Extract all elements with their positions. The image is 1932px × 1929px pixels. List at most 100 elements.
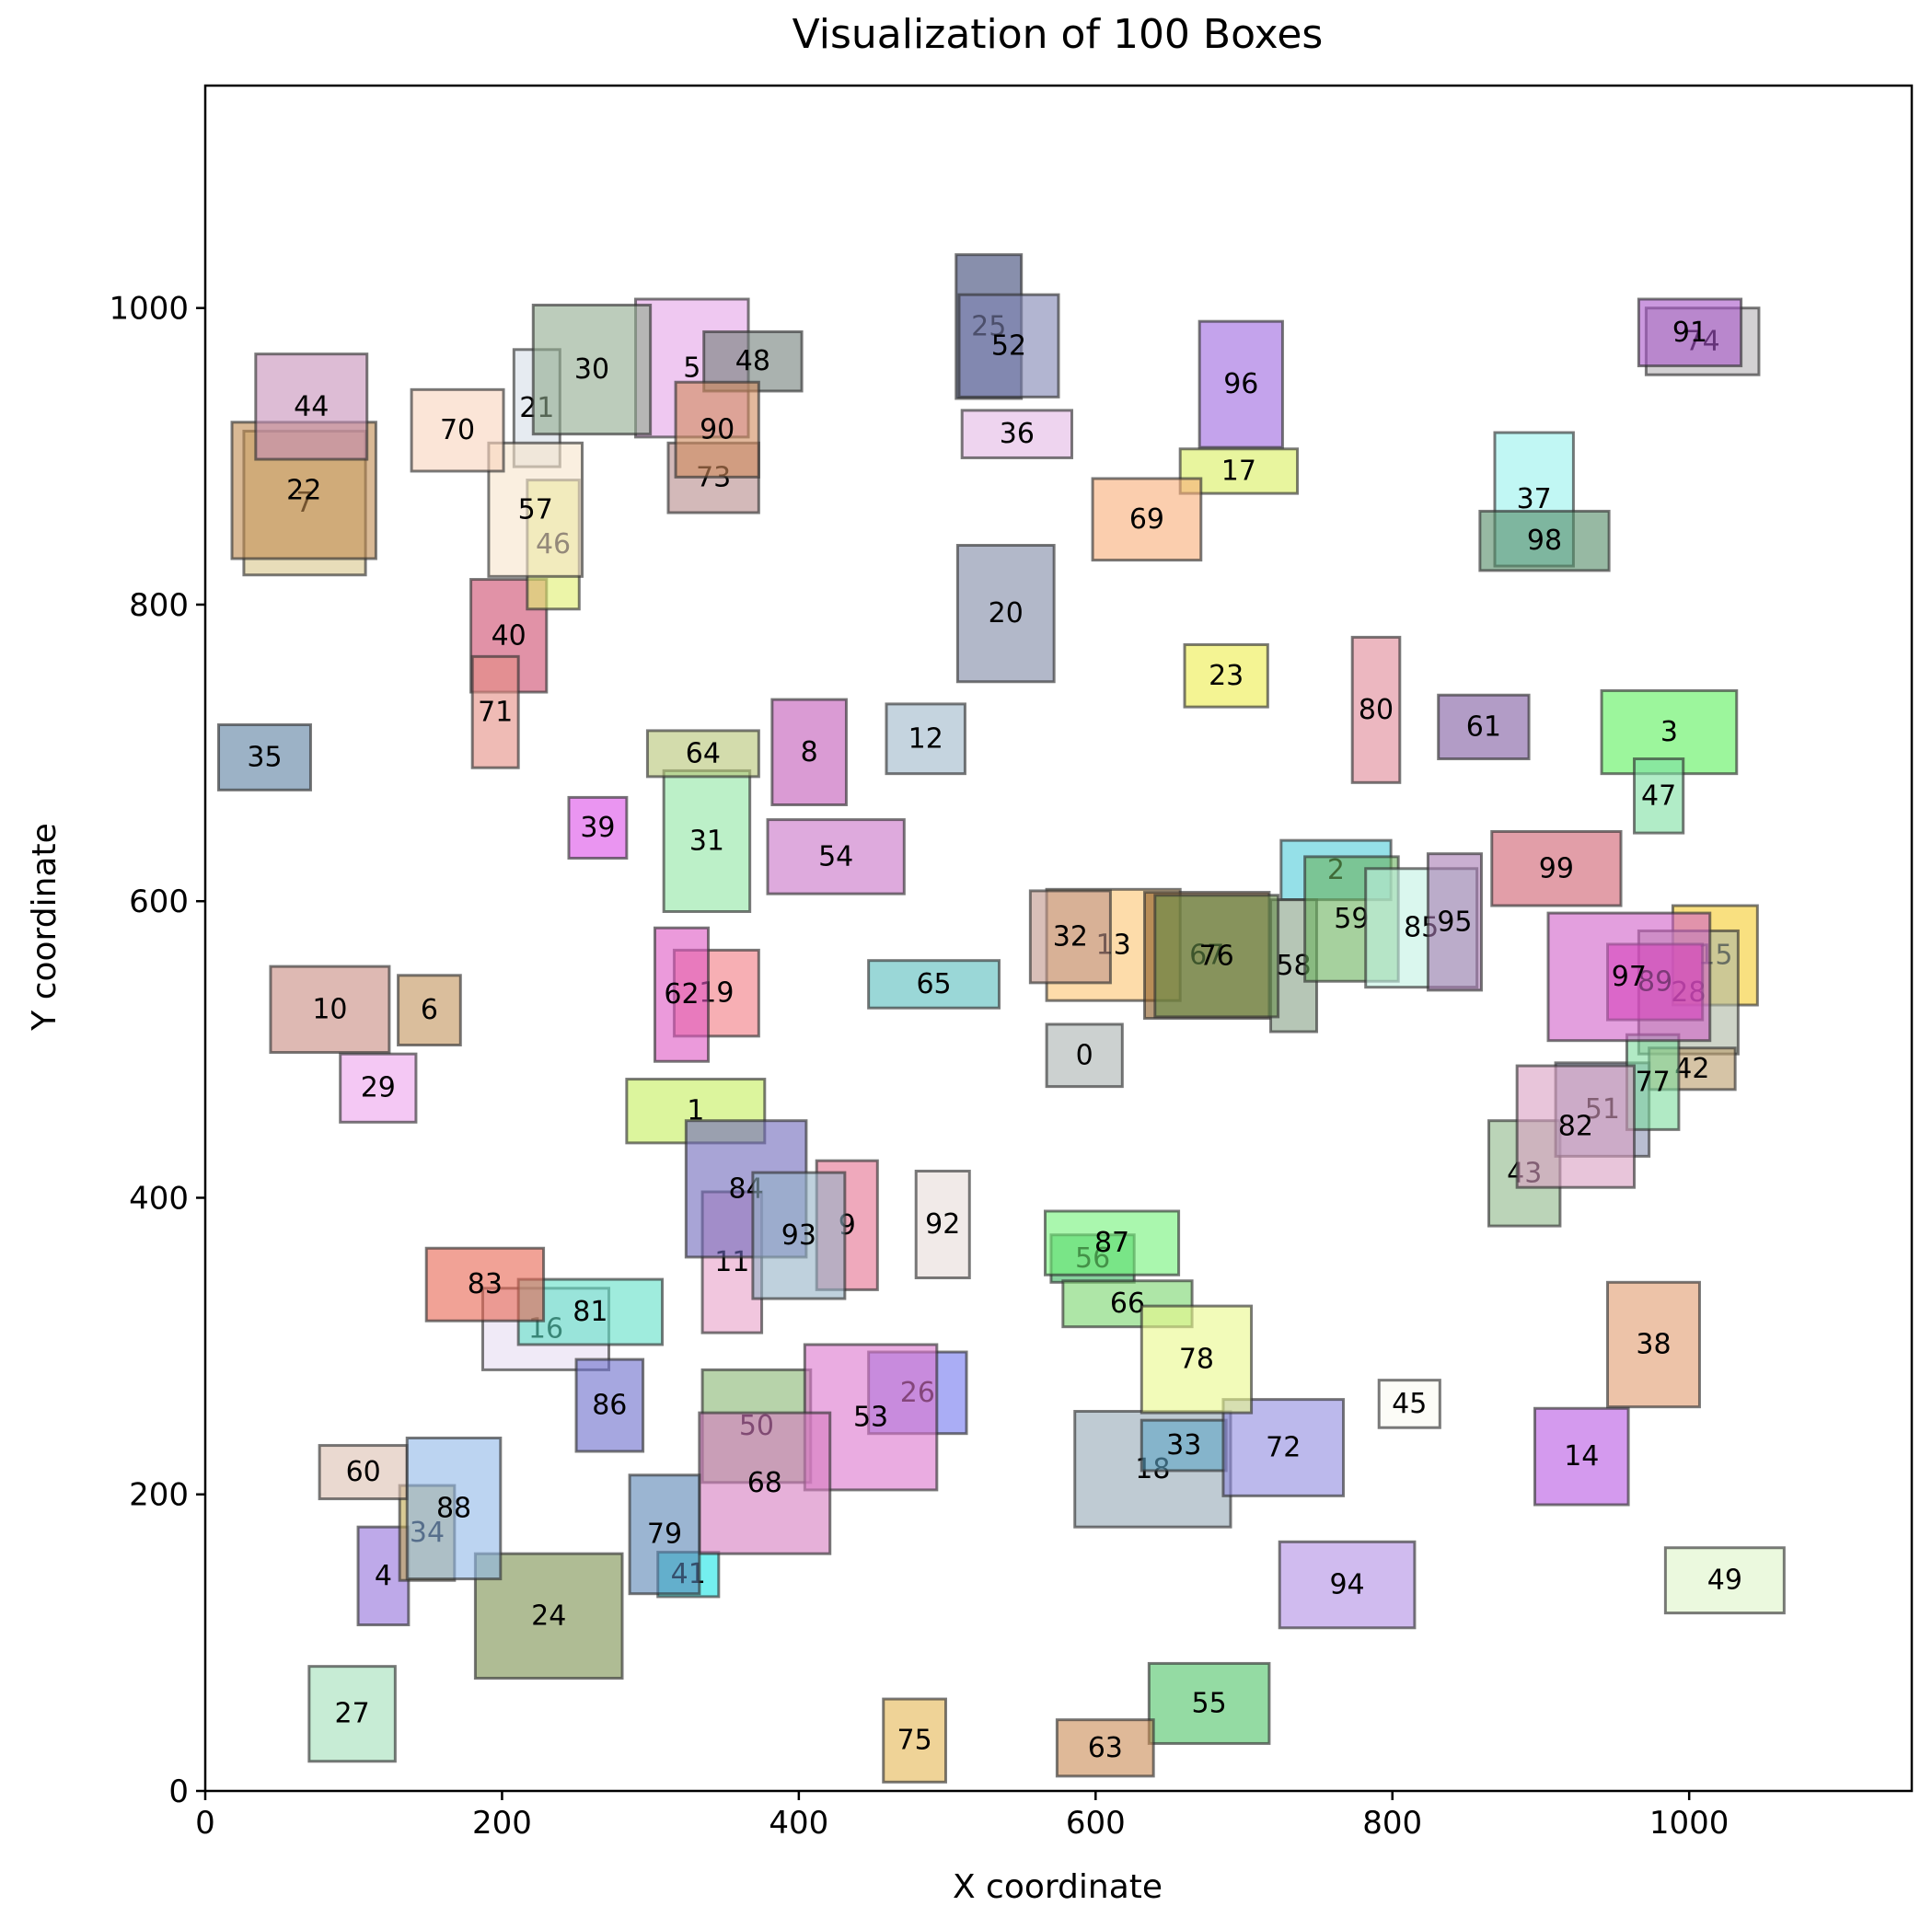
box-rect-93 <box>751 1171 847 1300</box>
box-rect-69 <box>1091 477 1203 562</box>
box-76: 76 <box>1153 894 1280 1019</box>
box-38: 38 <box>1606 1280 1701 1409</box>
box-98: 98 <box>1478 509 1611 572</box>
box-61: 61 <box>1437 693 1531 761</box>
box-68: 68 <box>698 1411 832 1555</box>
box-rect-33 <box>1140 1418 1228 1473</box>
box-12: 12 <box>885 702 966 776</box>
box-14: 14 <box>1533 1406 1630 1507</box>
box-rect-97 <box>1546 911 1712 1043</box>
box-label-90: 90 <box>700 413 735 445</box>
box-rect-76 <box>1153 894 1280 1019</box>
y-tick-label: 1000 <box>109 291 189 328</box>
box-rect-70 <box>410 387 505 473</box>
box-94: 94 <box>1278 1540 1417 1630</box>
box-rect-71 <box>470 654 520 769</box>
box-label-71: 71 <box>478 696 513 728</box>
box-rect-88 <box>405 1437 503 1581</box>
box-label-12: 12 <box>908 722 943 755</box>
box-86: 86 <box>574 1357 645 1453</box>
box-label-24: 24 <box>531 1600 566 1632</box>
box-label-33: 33 <box>1166 1429 1201 1461</box>
x-tick-label: 400 <box>769 1805 828 1842</box>
box-label-40: 40 <box>492 619 526 652</box>
box-75: 75 <box>882 1697 947 1784</box>
box-label-99: 99 <box>1539 852 1574 884</box>
box-64: 64 <box>645 729 760 779</box>
box-rect-10 <box>269 964 391 1055</box>
box-rect-23 <box>1183 642 1269 709</box>
box-99: 99 <box>1490 829 1623 907</box>
box-45: 45 <box>1377 1379 1441 1429</box>
box-83: 83 <box>424 1246 546 1323</box>
box-label-72: 72 <box>1266 1431 1301 1463</box>
box-54: 54 <box>766 818 906 895</box>
box-label-3: 3 <box>1660 716 1678 748</box>
box-label-81: 81 <box>573 1296 607 1328</box>
box-label-65: 65 <box>916 968 951 1000</box>
x-tick-label: 0 <box>195 1805 215 1842</box>
y-tick-label: 600 <box>129 884 189 920</box>
box-rect-68 <box>698 1411 832 1555</box>
box-rect-96 <box>1197 319 1284 449</box>
x-tick-label: 200 <box>472 1805 532 1842</box>
box-44: 44 <box>254 352 369 461</box>
y-tick-label: 200 <box>129 1477 189 1514</box>
box-label-93: 93 <box>781 1219 816 1252</box>
box-label-98: 98 <box>1527 525 1562 557</box>
box-82: 82 <box>1515 1064 1637 1189</box>
box-rect-55 <box>1147 1661 1271 1745</box>
box-label-76: 76 <box>1199 940 1234 972</box>
box-rect-0 <box>1045 1022 1124 1089</box>
box-49: 49 <box>1663 1546 1786 1615</box>
box-label-69: 69 <box>1129 503 1164 536</box>
box-rect-91 <box>1637 297 1743 368</box>
box-47: 47 <box>1633 757 1685 835</box>
box-63: 63 <box>1055 1718 1155 1778</box>
box-label-95: 95 <box>1437 906 1472 938</box>
box-label-48: 48 <box>735 345 770 377</box>
box-72: 72 <box>1221 1398 1346 1497</box>
box-label-23: 23 <box>1209 660 1244 692</box>
box-rect-31 <box>662 768 752 913</box>
box-88: 88 <box>405 1437 503 1581</box>
box-rect-39 <box>567 795 629 860</box>
box-label-31: 31 <box>689 825 724 857</box>
box-label-59: 59 <box>1334 903 1369 935</box>
box-label-75: 75 <box>897 1725 932 1757</box>
y-tick-label: 0 <box>168 1773 189 1810</box>
box-label-97: 97 <box>1612 961 1647 993</box>
box-65: 65 <box>867 959 1001 1010</box>
box-label-77: 77 <box>1636 1066 1671 1098</box>
x-axis-label: X coordinate <box>953 1868 1163 1906</box>
box-rect-54 <box>766 818 906 895</box>
box-23: 23 <box>1183 642 1269 709</box>
box-rect-12 <box>885 702 966 776</box>
box-29: 29 <box>339 1052 418 1124</box>
box-rect-82 <box>1515 1064 1637 1189</box>
x-tick-label: 1000 <box>1649 1805 1730 1842</box>
box-52: 52 <box>957 293 1060 399</box>
box-label-20: 20 <box>989 597 1024 630</box>
box-rect-30 <box>531 303 653 436</box>
box-0: 0 <box>1045 1022 1124 1089</box>
box-label-44: 44 <box>294 390 329 422</box>
box-label-64: 64 <box>686 737 721 769</box>
box-label-4: 4 <box>375 1560 392 1592</box>
box-31: 31 <box>662 768 752 913</box>
box-95: 95 <box>1426 852 1483 992</box>
box-label-92: 92 <box>925 1208 960 1241</box>
box-rect-35 <box>217 722 312 791</box>
box-33: 33 <box>1140 1418 1228 1473</box>
box-78: 78 <box>1140 1304 1254 1415</box>
box-label-27: 27 <box>335 1698 370 1730</box>
box-rect-63 <box>1055 1718 1155 1778</box>
box-rect-87 <box>1043 1209 1181 1276</box>
box-label-35: 35 <box>247 741 282 773</box>
box-62: 62 <box>653 926 711 1063</box>
box-label-14: 14 <box>1564 1440 1599 1473</box>
box-rect-60 <box>318 1444 409 1501</box>
box-label-80: 80 <box>1359 694 1394 726</box>
